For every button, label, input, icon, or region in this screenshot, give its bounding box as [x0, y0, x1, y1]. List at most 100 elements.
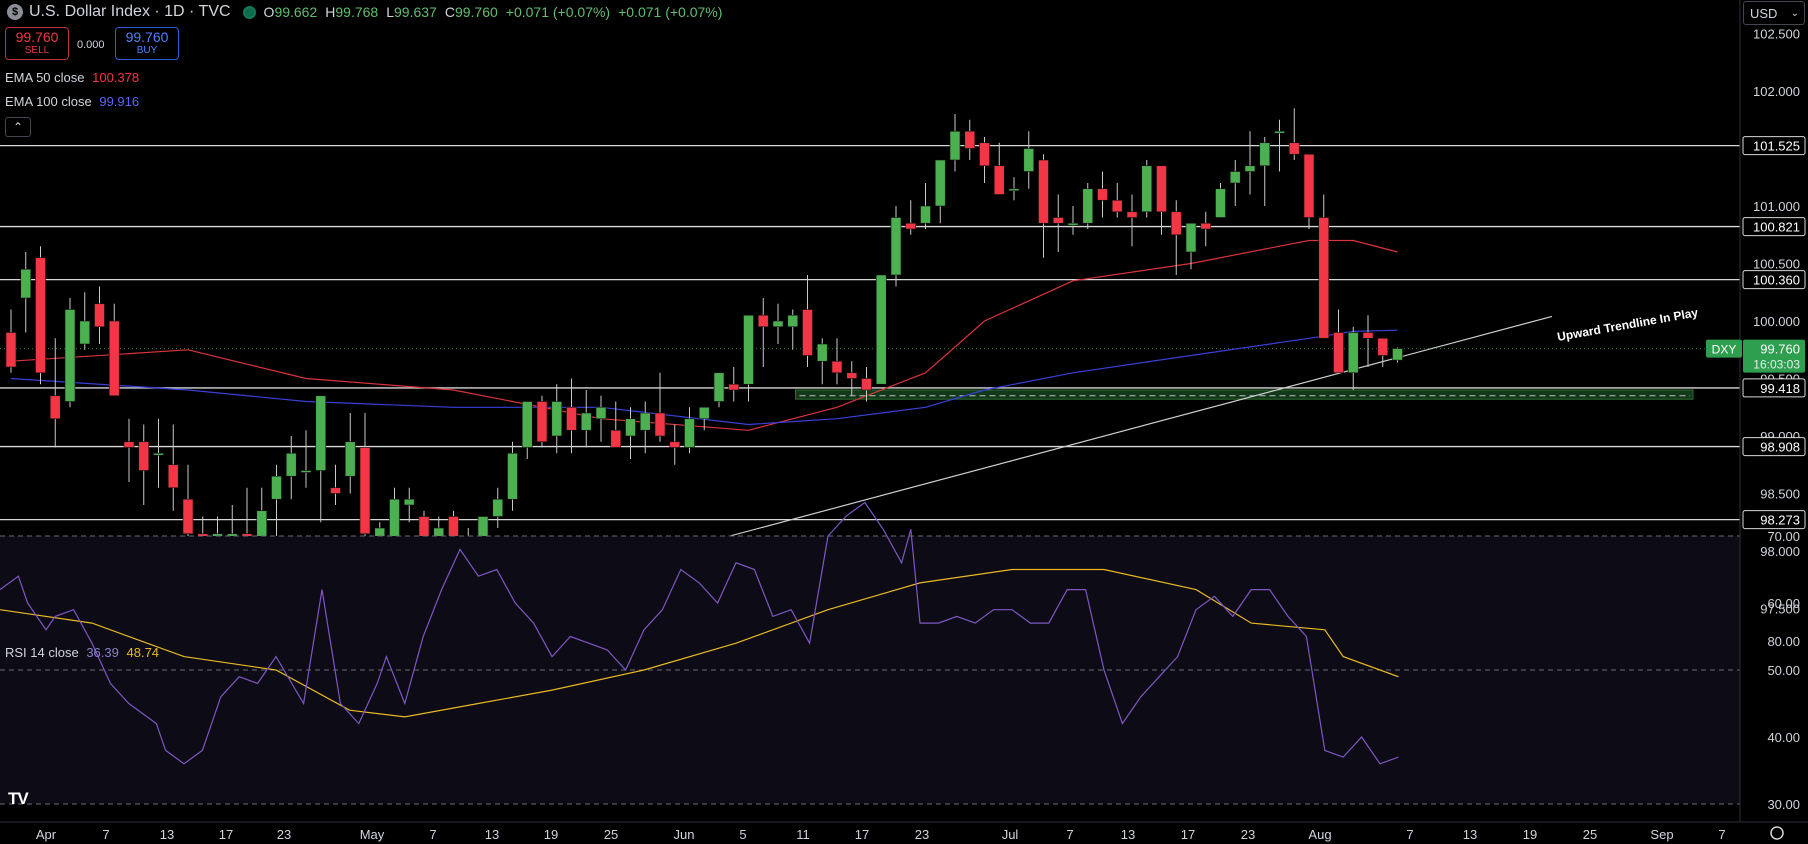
candle-body	[285, 452, 297, 477]
candle-body	[713, 372, 725, 402]
candle	[890, 206, 902, 287]
candle-body	[1347, 332, 1359, 374]
ema100-legend[interactable]: EMA 100 close 99.916	[5, 94, 139, 109]
level-label: 100.360	[1753, 273, 1800, 288]
change-value-2: +0.071 (+0.07%)	[618, 4, 723, 20]
candle-body	[1288, 142, 1300, 155]
candle	[1052, 194, 1064, 252]
currency-label: USD	[1750, 5, 1778, 21]
candle	[639, 401, 651, 454]
time-tick: Aug	[1308, 827, 1331, 842]
sell-button[interactable]: 99.760 SELL	[5, 27, 69, 60]
candle	[728, 367, 740, 402]
candle	[580, 390, 592, 448]
candle	[1333, 309, 1344, 374]
price-tick: 100.500	[1753, 257, 1800, 272]
price-tick: 98.000	[1760, 544, 1800, 559]
candle	[846, 361, 858, 396]
candle-body	[1082, 188, 1094, 224]
time-tick: May	[360, 827, 385, 842]
level-label-box	[1742, 437, 1806, 457]
currency-select[interactable]: USD ⌄	[1743, 1, 1805, 25]
level-label-box	[1742, 510, 1806, 530]
chevron-up-icon: ⌃	[12, 120, 24, 134]
candle	[669, 424, 681, 465]
candle-body	[359, 447, 371, 535]
candle-body	[1097, 188, 1108, 201]
candle-body	[1377, 337, 1389, 356]
candle	[831, 338, 843, 385]
symbol-tag: DXY	[1712, 343, 1737, 357]
candle-body	[993, 165, 1005, 195]
time-tick: 7	[102, 827, 109, 842]
candle	[993, 142, 1005, 195]
candle	[1259, 137, 1271, 206]
price-tick: 102.000	[1753, 84, 1800, 99]
level-label: 100.821	[1753, 220, 1800, 235]
candle	[905, 200, 917, 235]
candle	[108, 303, 120, 397]
candle	[492, 487, 504, 528]
candle-body	[1023, 148, 1035, 172]
candle	[1229, 160, 1241, 206]
time-tick: Jun	[674, 827, 695, 842]
candle	[979, 137, 990, 183]
ema50-label: EMA 50 close	[5, 70, 85, 85]
rsi-legend[interactable]: RSI 14 close 36.39 48.74	[5, 645, 159, 660]
candle-body	[757, 314, 769, 328]
candle	[1097, 171, 1108, 218]
candle	[743, 314, 754, 402]
candle-body	[35, 257, 46, 374]
candle-body	[1274, 130, 1285, 134]
ema-lines	[10, 239, 1398, 431]
collapse-legend-button[interactable]: ⌃	[5, 117, 31, 137]
level-label-box	[1742, 136, 1806, 156]
candle	[507, 441, 518, 511]
level-label-box	[1742, 217, 1806, 237]
time-tick: 17	[219, 827, 233, 842]
time-tick: 19	[544, 827, 558, 842]
candle-body	[669, 441, 681, 448]
candle-body	[1185, 222, 1197, 253]
candle	[934, 159, 946, 224]
sell-label: SELL	[24, 45, 50, 56]
time-tick: Jul	[1002, 827, 1019, 842]
candle-body	[1303, 153, 1315, 218]
candle-body	[684, 418, 695, 448]
candle-body	[610, 429, 622, 448]
candle-body	[1215, 188, 1226, 218]
candle-body	[861, 378, 872, 391]
ema50-legend[interactable]: EMA 50 close 100.378	[5, 70, 139, 85]
tradingview-logo-icon: TV	[8, 789, 29, 808]
time-tick: 25	[604, 827, 618, 842]
candle-body	[300, 470, 312, 473]
candle-body	[1244, 165, 1256, 172]
rsi-tick: 60.00	[1767, 596, 1800, 611]
candle-body	[934, 159, 946, 207]
candle-body	[920, 205, 931, 224]
candle	[35, 246, 46, 385]
time-axis: Apr 7 13 17 23 May 7 13 19 25 Jun 5 11 17 23 Jul 7 13 17 23…	[0, 821, 1808, 842]
candle-body	[949, 130, 961, 161]
candle	[1215, 183, 1226, 218]
time-tick: 7	[1406, 827, 1413, 842]
low-value: 99.637	[394, 4, 437, 20]
buy-label: BUY	[136, 45, 158, 56]
candle	[5, 309, 17, 373]
candle	[654, 372, 666, 442]
candle	[1141, 160, 1153, 218]
candle	[138, 424, 150, 505]
ema100-line	[10, 329, 1398, 426]
candle	[285, 436, 297, 500]
time-tick: 23	[277, 827, 291, 842]
buy-button[interactable]: 99.760 BUY	[115, 27, 179, 60]
candle	[949, 114, 961, 172]
price-tick: 100.000	[1753, 314, 1800, 329]
rsi-panel	[0, 501, 1740, 805]
candle	[920, 183, 931, 229]
candle	[1111, 183, 1123, 218]
symbol-title[interactable]: U.S. Dollar Index · 1D · TVC	[29, 3, 231, 20]
candle-body	[79, 320, 91, 345]
candle	[684, 407, 695, 454]
